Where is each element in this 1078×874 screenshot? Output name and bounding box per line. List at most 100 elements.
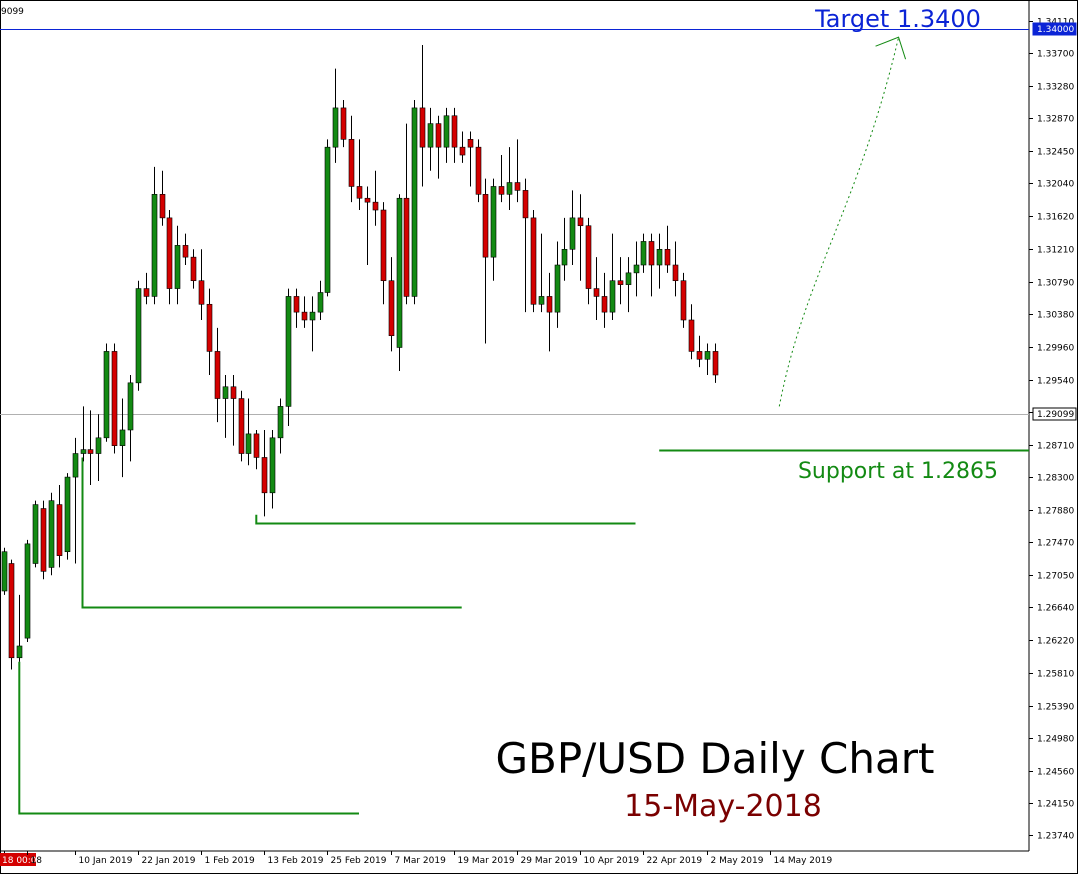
bear-candle-body [403, 197, 410, 297]
candle [593, 257, 600, 320]
candle [712, 343, 719, 383]
candle [443, 107, 450, 163]
bear-candle-body [498, 186, 505, 195]
annotations: 9099 Target 1.3400 Support at 1.2865 GBP… [1, 5, 998, 824]
bear-candle-body [601, 296, 608, 313]
bear-candle-body [238, 398, 245, 454]
bear-candle-body [206, 303, 213, 352]
candle [380, 202, 387, 305]
bear-candle-body [293, 296, 300, 313]
bear-candle-body [419, 107, 426, 148]
candle [32, 500, 39, 568]
candle [253, 429, 260, 470]
candle [119, 398, 126, 478]
candle [309, 296, 316, 352]
bear-candle-body [253, 433, 260, 458]
bull-candle-body [80, 449, 87, 454]
bull-candle-body [64, 476, 71, 553]
candle [87, 410, 94, 485]
candle [159, 170, 166, 226]
candle [166, 210, 173, 305]
x-tick-label: 14 May 2019 [774, 856, 833, 866]
candle [396, 194, 403, 372]
x-tick-label: 25 Feb 2019 [331, 856, 387, 866]
candle [411, 100, 418, 305]
candle [427, 107, 434, 171]
y-tick-label: 1.27880 [1037, 507, 1074, 517]
x-tick-label: 13 Feb 2019 [268, 856, 324, 866]
y-tick-label: 1.24560 [1037, 768, 1074, 778]
bear-candle-body [214, 351, 221, 399]
bear-candle-body [87, 449, 94, 454]
bull-candle-body [569, 217, 576, 250]
bear-candle-body [372, 201, 379, 211]
bear-candle-body [522, 190, 529, 219]
candle [174, 225, 181, 305]
bull-candle-body [119, 429, 126, 446]
candle [332, 68, 339, 163]
bull-candle-body [332, 107, 339, 148]
bull-candle-body [222, 386, 229, 399]
y-tick-label: 1.23740 [1037, 832, 1074, 842]
y-tick-label: 1.24980 [1037, 735, 1074, 745]
bear-candle-body [577, 217, 584, 227]
bear-candle-body [585, 225, 592, 289]
bull-candle-body [640, 241, 647, 266]
bear-candle-body [340, 107, 347, 140]
candle [80, 406, 87, 462]
y-tick-label: 1.27050 [1037, 572, 1074, 582]
bear-candle-body [435, 123, 442, 148]
candle [514, 139, 521, 203]
candle [364, 186, 371, 266]
bull-candle-body [285, 296, 292, 407]
bear-candle-body [617, 280, 624, 285]
candle [222, 374, 229, 438]
bull-candle-body [625, 272, 632, 285]
y-tick-label: 1.32040 [1037, 180, 1074, 190]
bull-candle-body [16, 645, 23, 659]
candle [569, 190, 576, 266]
candle [293, 288, 300, 328]
candle [95, 414, 102, 482]
x-tick-label: 29 Mar 2019 [521, 856, 578, 866]
candle [419, 45, 426, 187]
bear-candle-body [388, 280, 395, 337]
x-tick-label: 1 Feb 2019 [205, 856, 256, 866]
x-tick-label: 22 Apr 2019 [647, 856, 703, 866]
candle [111, 343, 118, 454]
bear-candle-body [459, 146, 466, 156]
bull-candle-body [245, 433, 252, 454]
bear-candle-body [530, 217, 537, 305]
bear-candle-body [364, 197, 371, 203]
candle [672, 241, 679, 297]
candle [245, 398, 252, 466]
support-levels [18, 457, 636, 815]
bull-candle-body [609, 280, 616, 313]
price-tag-box [1032, 22, 1077, 36]
bull-candle-body [103, 351, 110, 439]
candle [498, 155, 505, 203]
candle [609, 233, 616, 320]
x-tick-label: 22 Jan 2019 [142, 856, 196, 866]
bear-candle-body [230, 386, 237, 399]
level-2 [81, 457, 462, 609]
y-tick-label: 1.24150 [1037, 800, 1074, 810]
bull-candle-body [32, 504, 39, 564]
candle [190, 249, 197, 289]
bull-candle-body [24, 543, 31, 639]
bull-candle-body [411, 107, 418, 297]
price-tag-box [1032, 407, 1077, 421]
symbol-label: 9099 [1, 7, 24, 17]
candle [301, 296, 308, 328]
bear-candle-body [475, 146, 482, 195]
bull-candle-body [633, 264, 640, 274]
candle [214, 327, 221, 423]
candle [388, 257, 395, 352]
y-tick-label: 1.29540 [1037, 377, 1074, 387]
candle [475, 139, 482, 203]
candles [1, 45, 719, 670]
candle [135, 280, 142, 391]
y-tick-label: 1.30790 [1037, 279, 1074, 289]
candle [1, 547, 8, 595]
